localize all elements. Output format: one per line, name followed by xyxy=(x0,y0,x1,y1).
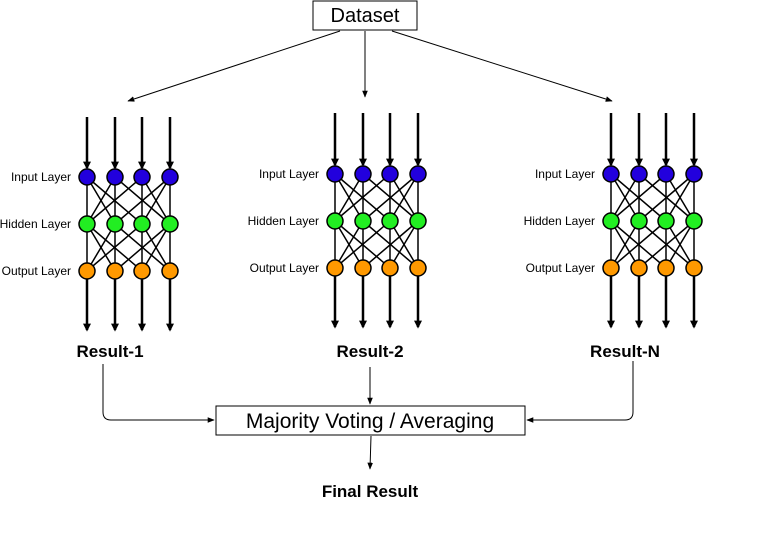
input-hidden-connection xyxy=(114,176,171,225)
input-hidden-connection xyxy=(334,173,364,222)
network-2: Input Layer Hidden Layer Output Layer xyxy=(248,113,427,329)
input-node xyxy=(630,165,648,183)
input-node xyxy=(657,165,675,183)
input-node xyxy=(409,165,427,183)
hidden-output-connection xyxy=(114,223,171,272)
input-hidden-connection xyxy=(362,173,419,222)
input-hidden-connection xyxy=(86,176,116,225)
output-node xyxy=(381,259,399,277)
output-layer-label: Output Layer xyxy=(526,261,595,275)
output-layer-label: Output Layer xyxy=(2,264,71,278)
input-node xyxy=(381,165,399,183)
hidden-output-connection xyxy=(665,220,695,269)
hidden-node xyxy=(409,212,427,230)
result-arrows xyxy=(102,361,634,423)
input-node xyxy=(161,168,179,186)
input-layer-label: Input Layer xyxy=(11,170,71,184)
output-node xyxy=(630,259,648,277)
hidden-node xyxy=(133,215,151,233)
output-node xyxy=(685,259,703,277)
hidden-node xyxy=(78,215,96,233)
hidden-output-connection xyxy=(362,220,419,269)
output-node xyxy=(326,259,344,277)
input-node xyxy=(602,165,620,183)
input-hidden-connection xyxy=(86,176,143,225)
input-node xyxy=(326,165,344,183)
arrow-dataset-to-net-n xyxy=(391,30,613,102)
input-layer-label: Input Layer xyxy=(535,167,595,181)
input-hidden-connection xyxy=(141,176,171,225)
dataset-node: Dataset xyxy=(312,0,418,31)
hidden-output-connection xyxy=(141,223,171,272)
result-label-n: Result-N xyxy=(590,342,660,361)
arrow-result-n-to-aggregator xyxy=(526,361,634,423)
output-node xyxy=(602,259,620,277)
hidden-node xyxy=(685,212,703,230)
input-node xyxy=(78,168,96,186)
input-hidden-connection xyxy=(334,173,391,222)
output-node xyxy=(354,259,372,277)
output-node xyxy=(78,262,96,280)
hidden-node xyxy=(326,212,344,230)
hidden-node xyxy=(106,215,124,233)
output-layer-label: Output Layer xyxy=(250,261,319,275)
hidden-node xyxy=(602,212,620,230)
input-node xyxy=(685,165,703,183)
input-hidden-connection xyxy=(638,173,695,222)
output-node xyxy=(106,262,124,280)
hidden-node xyxy=(381,212,399,230)
arrow-result-1-to-aggregator xyxy=(102,364,215,423)
output-node xyxy=(161,262,179,280)
final-result-label: Final Result xyxy=(322,482,419,501)
hidden-node xyxy=(630,212,648,230)
hidden-node xyxy=(161,215,179,233)
hidden-node xyxy=(354,212,372,230)
hidden-output-connection xyxy=(610,220,667,269)
result-label-1: Result-1 xyxy=(76,342,143,361)
hidden-output-connection xyxy=(610,220,640,269)
hidden-output-connection xyxy=(334,220,364,269)
input-node xyxy=(106,168,124,186)
arrow-dataset-to-net-1 xyxy=(127,30,341,102)
hidden-layer-label: Hidden Layer xyxy=(524,214,595,228)
dataset-label: Dataset xyxy=(331,5,400,27)
network-1: Input Layer Hidden Layer Output Layer xyxy=(0,117,179,332)
input-node xyxy=(354,165,372,183)
hidden-output-connection xyxy=(334,220,391,269)
input-hidden-connection xyxy=(610,173,640,222)
result-label-2: Result-2 xyxy=(336,342,403,361)
hidden-node xyxy=(657,212,675,230)
hidden-output-connection xyxy=(86,223,143,272)
hidden-output-connection xyxy=(389,220,419,269)
arrow-aggregator-to-final xyxy=(367,435,373,470)
dataset-arrows xyxy=(127,30,613,102)
aggregator-node: Majority Voting / Averaging xyxy=(215,405,526,436)
input-hidden-connection xyxy=(610,173,667,222)
hidden-layer-label: Hidden Layer xyxy=(0,217,71,231)
output-node xyxy=(133,262,151,280)
output-node xyxy=(409,259,427,277)
hidden-output-connection xyxy=(638,220,695,269)
network-n: Input Layer Hidden Layer Output Layer xyxy=(524,113,703,329)
input-hidden-connection xyxy=(389,173,419,222)
input-node xyxy=(133,168,151,186)
aggregator-label: Majority Voting / Averaging xyxy=(246,410,494,433)
input-layer-label: Input Layer xyxy=(259,167,319,181)
input-hidden-connection xyxy=(665,173,695,222)
output-node xyxy=(657,259,675,277)
hidden-layer-label: Hidden Layer xyxy=(248,214,319,228)
hidden-output-connection xyxy=(86,223,116,272)
